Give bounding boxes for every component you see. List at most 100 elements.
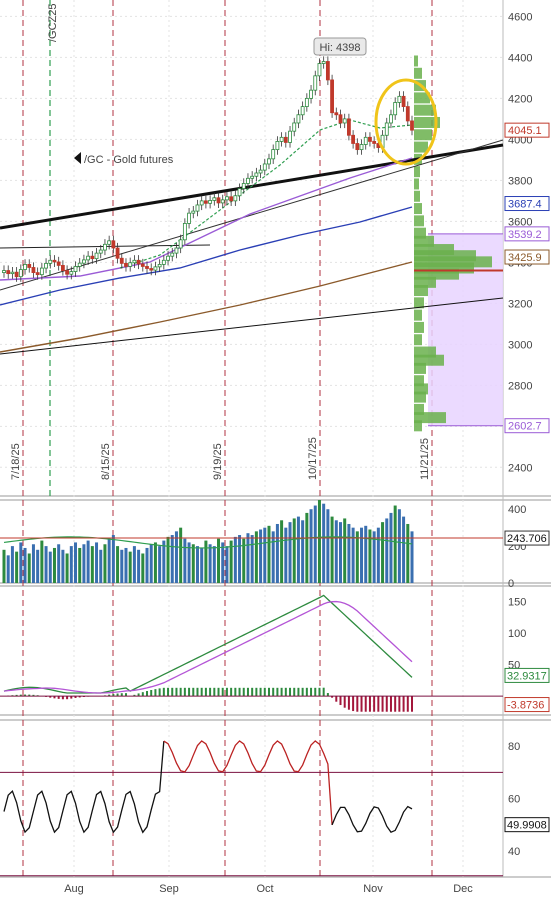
volume-bar (52, 547, 56, 583)
price-candle (98, 249, 103, 254)
volume-bar (149, 544, 153, 583)
volume-bar (221, 542, 225, 583)
price-tick-label: 2400 (508, 462, 532, 474)
macd-histogram-bar (343, 696, 346, 708)
macd-histogram-bar (137, 693, 140, 697)
macd-histogram-bar (188, 687, 191, 697)
price-tick-label: 3600 (508, 216, 532, 228)
price-candle (132, 259, 137, 264)
symbol-label: /GC - Gold futures (84, 154, 174, 166)
price-candle (220, 199, 225, 204)
price-candle (145, 266, 149, 269)
volume-bar (280, 520, 284, 583)
sma-20-line (119, 119, 413, 269)
volume-bar (15, 551, 19, 583)
macd-signal-line (3, 600, 413, 694)
volume-bar (19, 542, 23, 583)
volume-bar (326, 509, 330, 583)
price-tag-box (504, 122, 550, 138)
volume-bar (187, 542, 191, 583)
volume-bar (263, 527, 267, 583)
macd-histogram-bar (217, 687, 220, 697)
volume-by-price-bar (414, 391, 426, 403)
volume-bar (338, 522, 342, 583)
macd-histogram-bar (200, 687, 203, 697)
price-candle (44, 262, 48, 269)
price-candle (233, 195, 238, 202)
expiry-date-label: 9/19/25 (212, 443, 224, 480)
volume-bar (347, 523, 351, 583)
macd-histogram-bar (255, 687, 258, 697)
price-candle (334, 112, 339, 116)
price-candle (241, 183, 246, 189)
price-candle (393, 102, 398, 116)
macd-histogram-bar (263, 687, 266, 697)
price-candle (397, 95, 402, 103)
volume-bar (132, 546, 136, 583)
volume-bar (10, 546, 14, 583)
price-candle (60, 265, 65, 271)
price-candle (203, 200, 208, 204)
macd-histogram-bar (389, 696, 392, 712)
price-candle (39, 267, 44, 276)
volume-by-price-bar (414, 276, 436, 288)
macd-histogram-bar (373, 696, 376, 712)
volume-bar (2, 549, 6, 583)
macd-histogram-bar (259, 687, 262, 697)
price-candle (115, 247, 120, 259)
price-candle (410, 120, 414, 131)
price-candle (124, 262, 128, 267)
price-candle (368, 136, 372, 142)
volume-by-price-bar (414, 420, 422, 432)
macd-histogram-bar (171, 687, 174, 697)
macd-histogram-bar (398, 696, 401, 712)
macd-histogram-bar (183, 687, 186, 697)
macd-histogram-bar (112, 694, 115, 697)
volume-bar (153, 542, 157, 583)
volume-by-price-bar (414, 354, 444, 366)
price-tag-label: 2602.7 (508, 421, 542, 433)
volume-bar (330, 516, 334, 583)
price-tag-label: 3539.2 (508, 229, 542, 241)
macd-histogram-bar (162, 687, 165, 697)
volume-bar (364, 525, 368, 583)
price-candle (103, 243, 107, 251)
volume-bar (351, 527, 355, 583)
volume-bar (116, 546, 120, 583)
price-tag-box (504, 226, 550, 242)
macd-histogram-bar (272, 687, 275, 697)
volume-bar (95, 542, 99, 583)
volume-bar (137, 549, 141, 583)
macd-tick-label: 150 (508, 597, 526, 609)
volume-by-price-bar (414, 129, 432, 141)
price-candle (254, 172, 259, 177)
high-callout-label: Hi: 4398 (320, 42, 361, 54)
volume-bar (385, 518, 389, 583)
volume-by-price-bar (414, 285, 428, 297)
volume-bar (334, 520, 338, 583)
volume-by-price-bar (414, 268, 459, 280)
volume-by-price-bar (414, 375, 424, 387)
macd-histogram-bar (326, 693, 329, 697)
volume-bar (141, 553, 145, 583)
price-tick-label: 3200 (508, 298, 532, 310)
volume-bar (389, 512, 393, 583)
volume-tick-label: 0 (508, 578, 514, 590)
price-candle (77, 262, 82, 267)
volume-bar (145, 547, 149, 583)
macd-histogram-bar (381, 696, 384, 712)
price-candle (359, 144, 364, 151)
price-candle (94, 252, 99, 260)
rsi-tick-label: 80 (508, 741, 520, 753)
macd-histogram-bar (196, 687, 199, 697)
expiry-date-label: 8/15/25 (100, 443, 112, 480)
price-tag-label: 3687.4 (508, 199, 542, 211)
macd-histogram-bar (70, 696, 73, 699)
macd-histogram-bar (251, 687, 254, 697)
volume-bar (174, 531, 178, 583)
volume-bar (402, 516, 406, 583)
price-candle (2, 270, 6, 273)
price-tag-label: 3425.9 (508, 252, 542, 264)
price-candle (355, 143, 360, 151)
volume-bar (242, 538, 246, 583)
